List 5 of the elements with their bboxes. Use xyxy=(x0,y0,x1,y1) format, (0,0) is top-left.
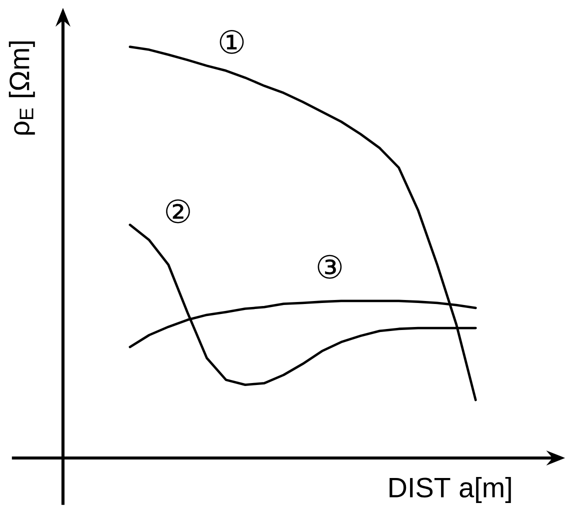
y-axis-title: ρ$_{E}$ [Ωm] xyxy=(8,41,35,135)
x-axis-title: DIST a[m] xyxy=(390,477,511,504)
series-label: ① xyxy=(220,30,244,54)
series-label: ② xyxy=(166,199,190,224)
series-label: ③ xyxy=(318,254,342,279)
